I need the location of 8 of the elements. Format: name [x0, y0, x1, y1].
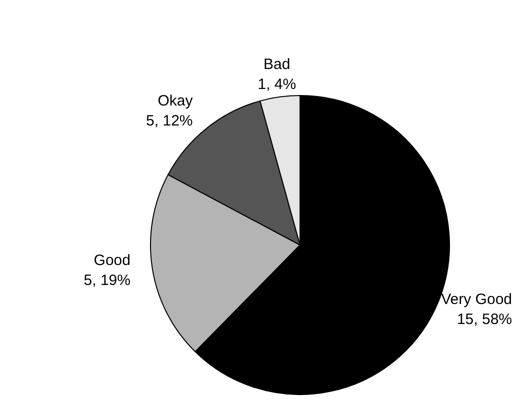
slice-label: Very Good — [441, 291, 512, 308]
slice-label: Okay — [158, 92, 194, 110]
data-label: 15, 58% — [456, 311, 512, 328]
data-label: 5, 12% — [146, 112, 193, 130]
slice-label: Bad — [264, 56, 290, 74]
slice-label: Good — [94, 252, 130, 270]
data-label: 1, 4% — [258, 76, 296, 94]
data-label: 5, 19% — [84, 272, 130, 290]
